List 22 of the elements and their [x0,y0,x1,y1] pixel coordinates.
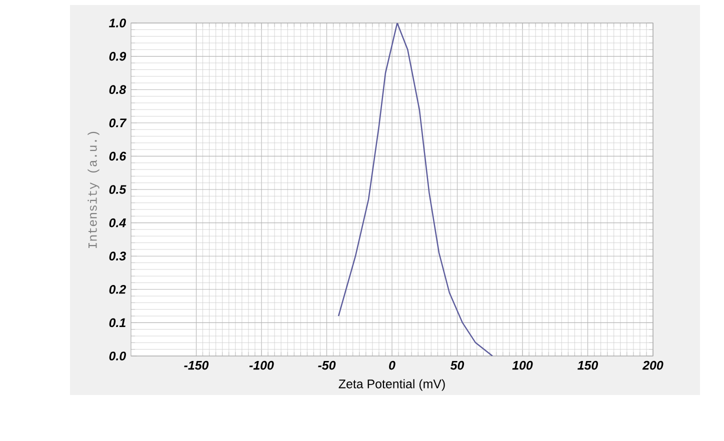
y-tick-label: 0.1 [109,318,126,328]
y-tick-label: 0.8 [109,85,126,94]
line-series [338,22,494,356]
x-tick-label: 200 [642,360,664,370]
y-tick-label: 0.2 [109,284,126,294]
x-tick-label: -150 [184,360,209,370]
y-tick-label: 1.0 [108,18,126,28]
x-tick-label: -100 [249,360,274,370]
x-tick-label: 0 [389,360,396,370]
y-tick-label: 0.4 [109,218,126,228]
y-tick-label: 0.3 [109,252,126,261]
y-tick-label: 0.6 [109,152,126,161]
x-tick-label: 150 [578,360,598,370]
y-tick-label: 0.5 [109,185,126,194]
y-tick-label: 0.9 [109,52,126,61]
y-axis-title: Intensity (a.u.) [88,132,100,248]
x-tick-label: 50 [450,360,464,370]
y-tick-label: 0.0 [109,352,126,360]
x-tick-label: -50 [318,360,336,370]
y-tick-label: 0.7 [109,118,127,128]
x-axis-title: Zeta Potential (mV) [338,379,445,391]
x-tick-label: 100 [512,360,533,370]
